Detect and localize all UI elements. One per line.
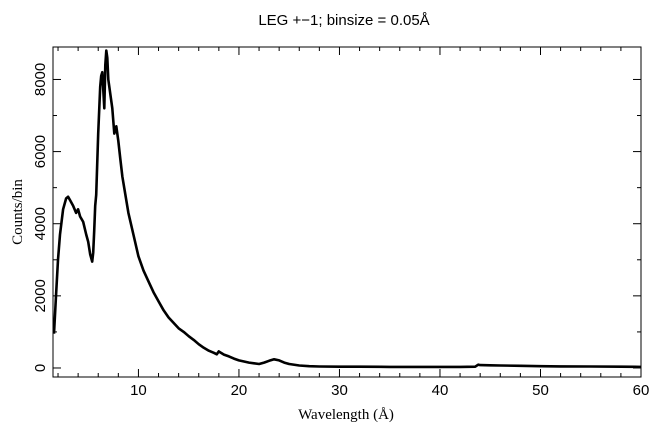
x-tick-label: 60 (633, 382, 650, 399)
chart-title: LEG +−1; binsize = 0.05Å (258, 12, 429, 29)
y-axis-label: Counts/bin (10, 179, 26, 245)
spectrum-line (52, 49, 642, 369)
x-tick-label: 10 (130, 382, 147, 399)
x-tick-label: 20 (231, 382, 248, 399)
y-tick-label: 0 (32, 364, 49, 372)
y-tick-label: 8000 (32, 63, 49, 96)
plot-frame (52, 46, 642, 378)
y-tick-label: 6000 (32, 135, 49, 168)
x-tick-label: 30 (331, 382, 348, 399)
plot-area: 10 20 30 40 50 60 0 2000 4000 6000 8000 (32, 46, 650, 399)
y-tick-label: 4000 (32, 207, 49, 240)
x-tick-label: 40 (432, 382, 449, 399)
x-tick-label: 50 (532, 382, 549, 399)
x-axis-label: Wavelength (Å) (298, 407, 394, 423)
y-tick-label: 2000 (32, 279, 49, 312)
